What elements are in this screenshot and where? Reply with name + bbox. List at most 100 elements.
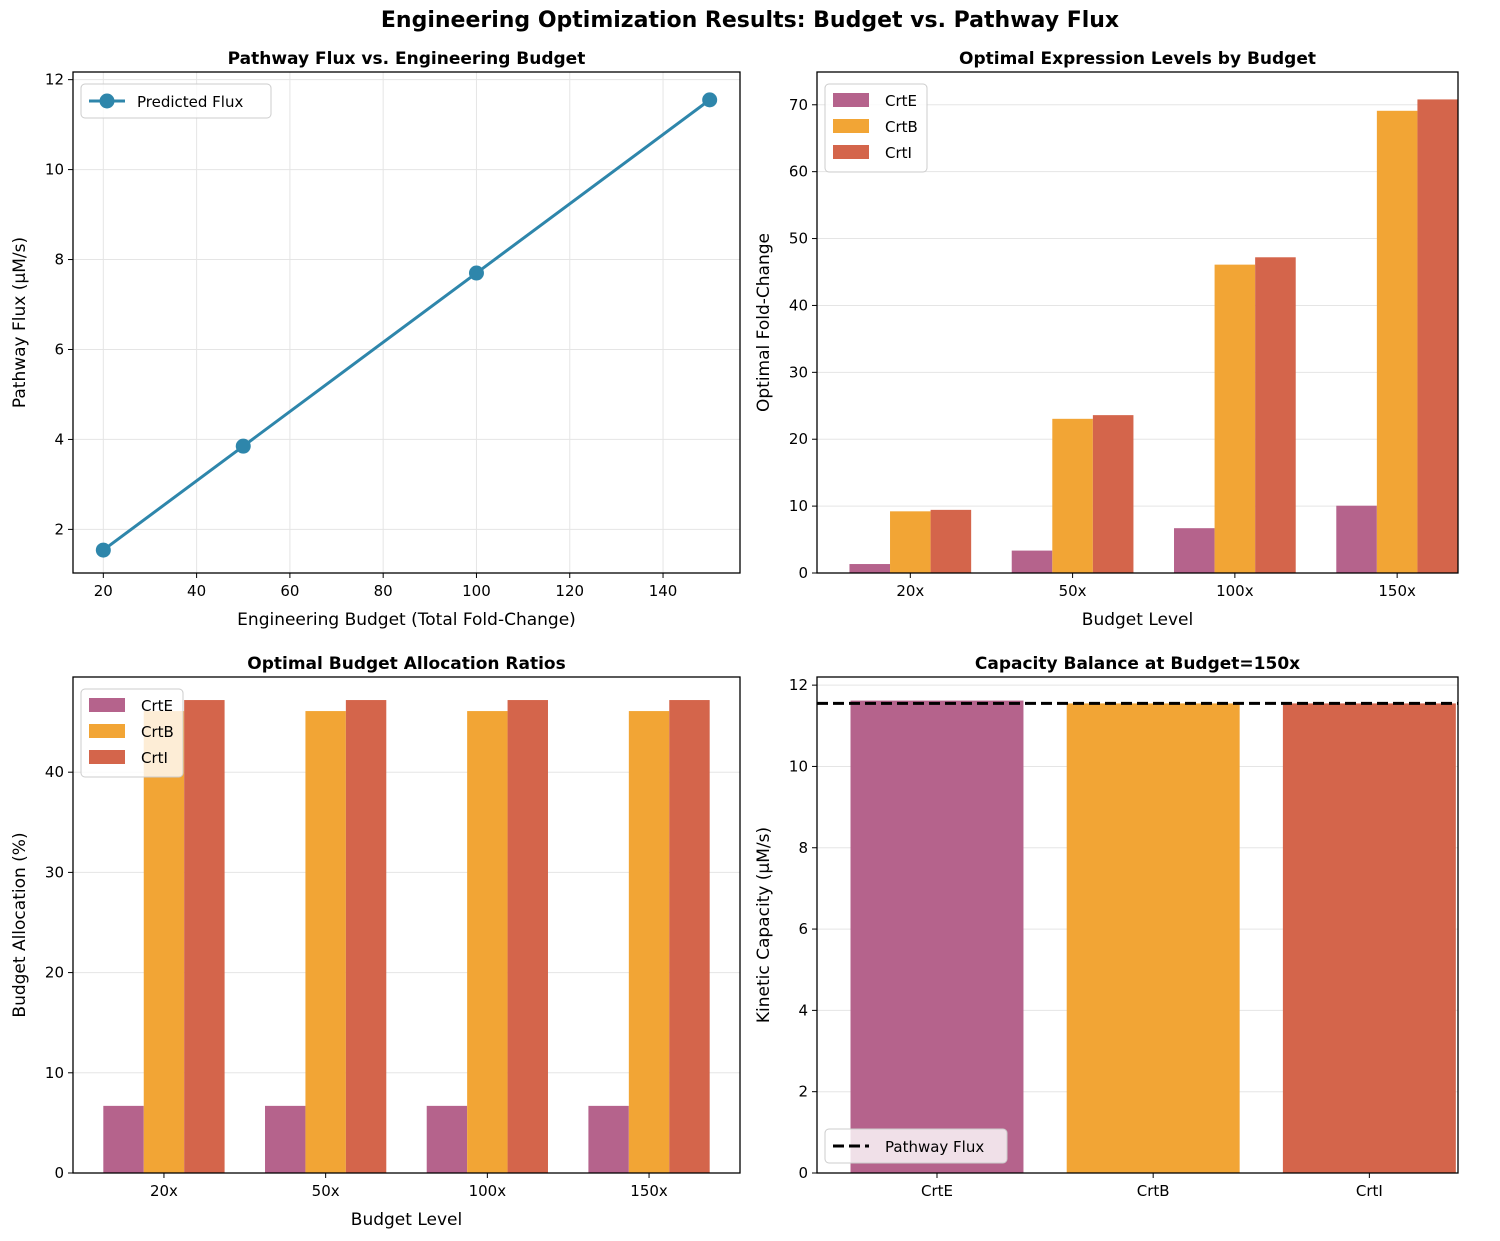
- y-tick-label: 0: [54, 1164, 64, 1182]
- bar-crtb: [305, 711, 346, 1173]
- figure-title: Engineering Optimization Results: Budget…: [380, 8, 1120, 33]
- x-tick-label: 100x: [1216, 582, 1254, 600]
- y-tick-label: 10: [789, 497, 808, 515]
- bar-crtb: [628, 711, 670, 1173]
- x-axis-label: Engineering Budget (Total Fold-Change): [237, 610, 576, 630]
- bar-crte: [1336, 505, 1377, 573]
- x-tick-label: 20: [94, 582, 113, 600]
- legend: Pathway Flux: [824, 1128, 1008, 1164]
- legend: Predicted Flux: [80, 83, 272, 119]
- bar-crti: [1255, 257, 1296, 573]
- legend-label: CrtI: [141, 749, 168, 767]
- y-tick-label: 2: [54, 520, 64, 538]
- y-tick-label: 70: [789, 96, 808, 114]
- y-axis-label: Kinetic Capacity (μM/s): [754, 827, 774, 1023]
- bar-crte: [1011, 550, 1053, 573]
- y-tick-label: 50: [789, 230, 808, 248]
- legend-label: CrtE: [141, 697, 173, 715]
- y-axis-label: Optimal Fold-Change: [754, 233, 774, 412]
- x-tick-label: CrtB: [1137, 1182, 1170, 1200]
- legend-label: CrtI: [885, 144, 912, 162]
- bars: [850, 700, 1456, 1173]
- y-tick-label: 60: [789, 163, 808, 181]
- data-point: [95, 542, 111, 558]
- y-tick-label: 20: [789, 430, 808, 448]
- x-tick-label: CrtI: [1356, 1182, 1383, 1200]
- bar-crti: [1417, 99, 1458, 573]
- y-tick-label: 30: [45, 863, 64, 881]
- x-tick-label: 50x: [312, 1182, 340, 1200]
- y-tick-label: 4: [54, 430, 64, 448]
- legend-label: Pathway Flux: [885, 1138, 984, 1156]
- bar-crtb: [890, 511, 931, 573]
- legend-swatch: [89, 750, 125, 764]
- x-tick-label: 120: [555, 582, 584, 600]
- legend: CrtE CrtB CrtI: [824, 83, 928, 173]
- subplot-title: Optimal Expression Levels by Budget: [959, 49, 1316, 69]
- bar-crtb: [143, 711, 185, 1173]
- bar-crte: [103, 1105, 144, 1173]
- y-axis-label: Pathway Flux (μM/s): [10, 237, 30, 408]
- legend-swatch: [89, 698, 125, 712]
- bar-crte: [1174, 528, 1215, 573]
- bar-crte: [588, 1105, 629, 1173]
- legend-label: CrtE: [885, 92, 917, 110]
- legend-swatch: [833, 145, 869, 159]
- bar-crtb: [1066, 703, 1240, 1173]
- y-tick-label: 10: [45, 161, 64, 179]
- bar-crte: [426, 1105, 468, 1173]
- x-tick-label: 100x: [469, 1182, 507, 1200]
- series-line: [102, 98, 711, 552]
- legend-frame: [824, 1128, 1008, 1164]
- legend-swatch: [89, 724, 125, 738]
- y-tick-label: 6: [54, 340, 64, 358]
- y-tick-label: 2: [798, 1083, 808, 1101]
- x-tick-label: 20x: [896, 582, 924, 600]
- y-tick-label: 10: [45, 1064, 64, 1082]
- x-tick-label: 20x: [150, 1182, 178, 1200]
- axes-frame: [816, 71, 1459, 574]
- x-axis-label: Budget Level: [351, 1210, 462, 1230]
- x-tick-label: 100: [462, 582, 491, 600]
- bar-crtb: [1052, 418, 1093, 573]
- legend: CrtE CrtB CrtI: [80, 688, 184, 778]
- subplot-1: 2 4 6 8 10 12 20 40 60 80 100 120 140 Predicted Flux P…: [10, 49, 741, 630]
- bar-crti: [930, 509, 972, 573]
- y-tick-label: 30: [789, 363, 808, 381]
- y-tick-label: 0: [798, 1164, 808, 1182]
- bar-crtb: [1376, 110, 1418, 573]
- subplot-title: Optimal Budget Allocation Ratios: [247, 654, 565, 674]
- x-tick-label: 80: [374, 582, 393, 600]
- bar-crti: [669, 700, 710, 1173]
- x-tick-label: 150x: [630, 1182, 668, 1200]
- y-tick-label: 12: [45, 71, 64, 89]
- bar-crte: [850, 700, 1024, 1173]
- y-tick-label: 10: [789, 757, 808, 775]
- x-tick-label: CrtE: [921, 1182, 953, 1200]
- y-tick-label: 8: [798, 839, 808, 857]
- legend-label: CrtB: [141, 723, 174, 741]
- subplot-title: Pathway Flux vs. Engineering Budget: [228, 49, 586, 69]
- y-tick-label: 4: [798, 1001, 808, 1019]
- x-tick-label: 60: [280, 582, 299, 600]
- bar-crti: [1282, 703, 1456, 1173]
- y-tick-label: 20: [45, 964, 64, 982]
- x-axis-label: Budget Level: [1082, 610, 1193, 630]
- legend-label: Predicted Flux: [137, 93, 243, 111]
- data-point: [702, 92, 718, 108]
- x-tick-label: 40: [187, 582, 206, 600]
- bar-crti: [184, 700, 225, 1173]
- y-tick-label: 40: [45, 763, 64, 781]
- data-point: [468, 265, 484, 281]
- y-axis-label: Budget Allocation (%): [10, 832, 30, 1017]
- bar-crtb: [467, 711, 508, 1173]
- x-tick-label: 140: [649, 582, 678, 600]
- y-tick-label: 40: [789, 296, 808, 314]
- subplot-4: 0 2 4 6 8 10 12 CrtE CrtB CrtI Pathway Flux Capacit…: [754, 654, 1459, 1200]
- subplot-title: Capacity Balance at Budget=150x: [975, 654, 1300, 674]
- legend-label: CrtB: [885, 118, 918, 136]
- x-tick-label: 150x: [1378, 582, 1416, 600]
- y-tick-label: 0: [798, 564, 808, 582]
